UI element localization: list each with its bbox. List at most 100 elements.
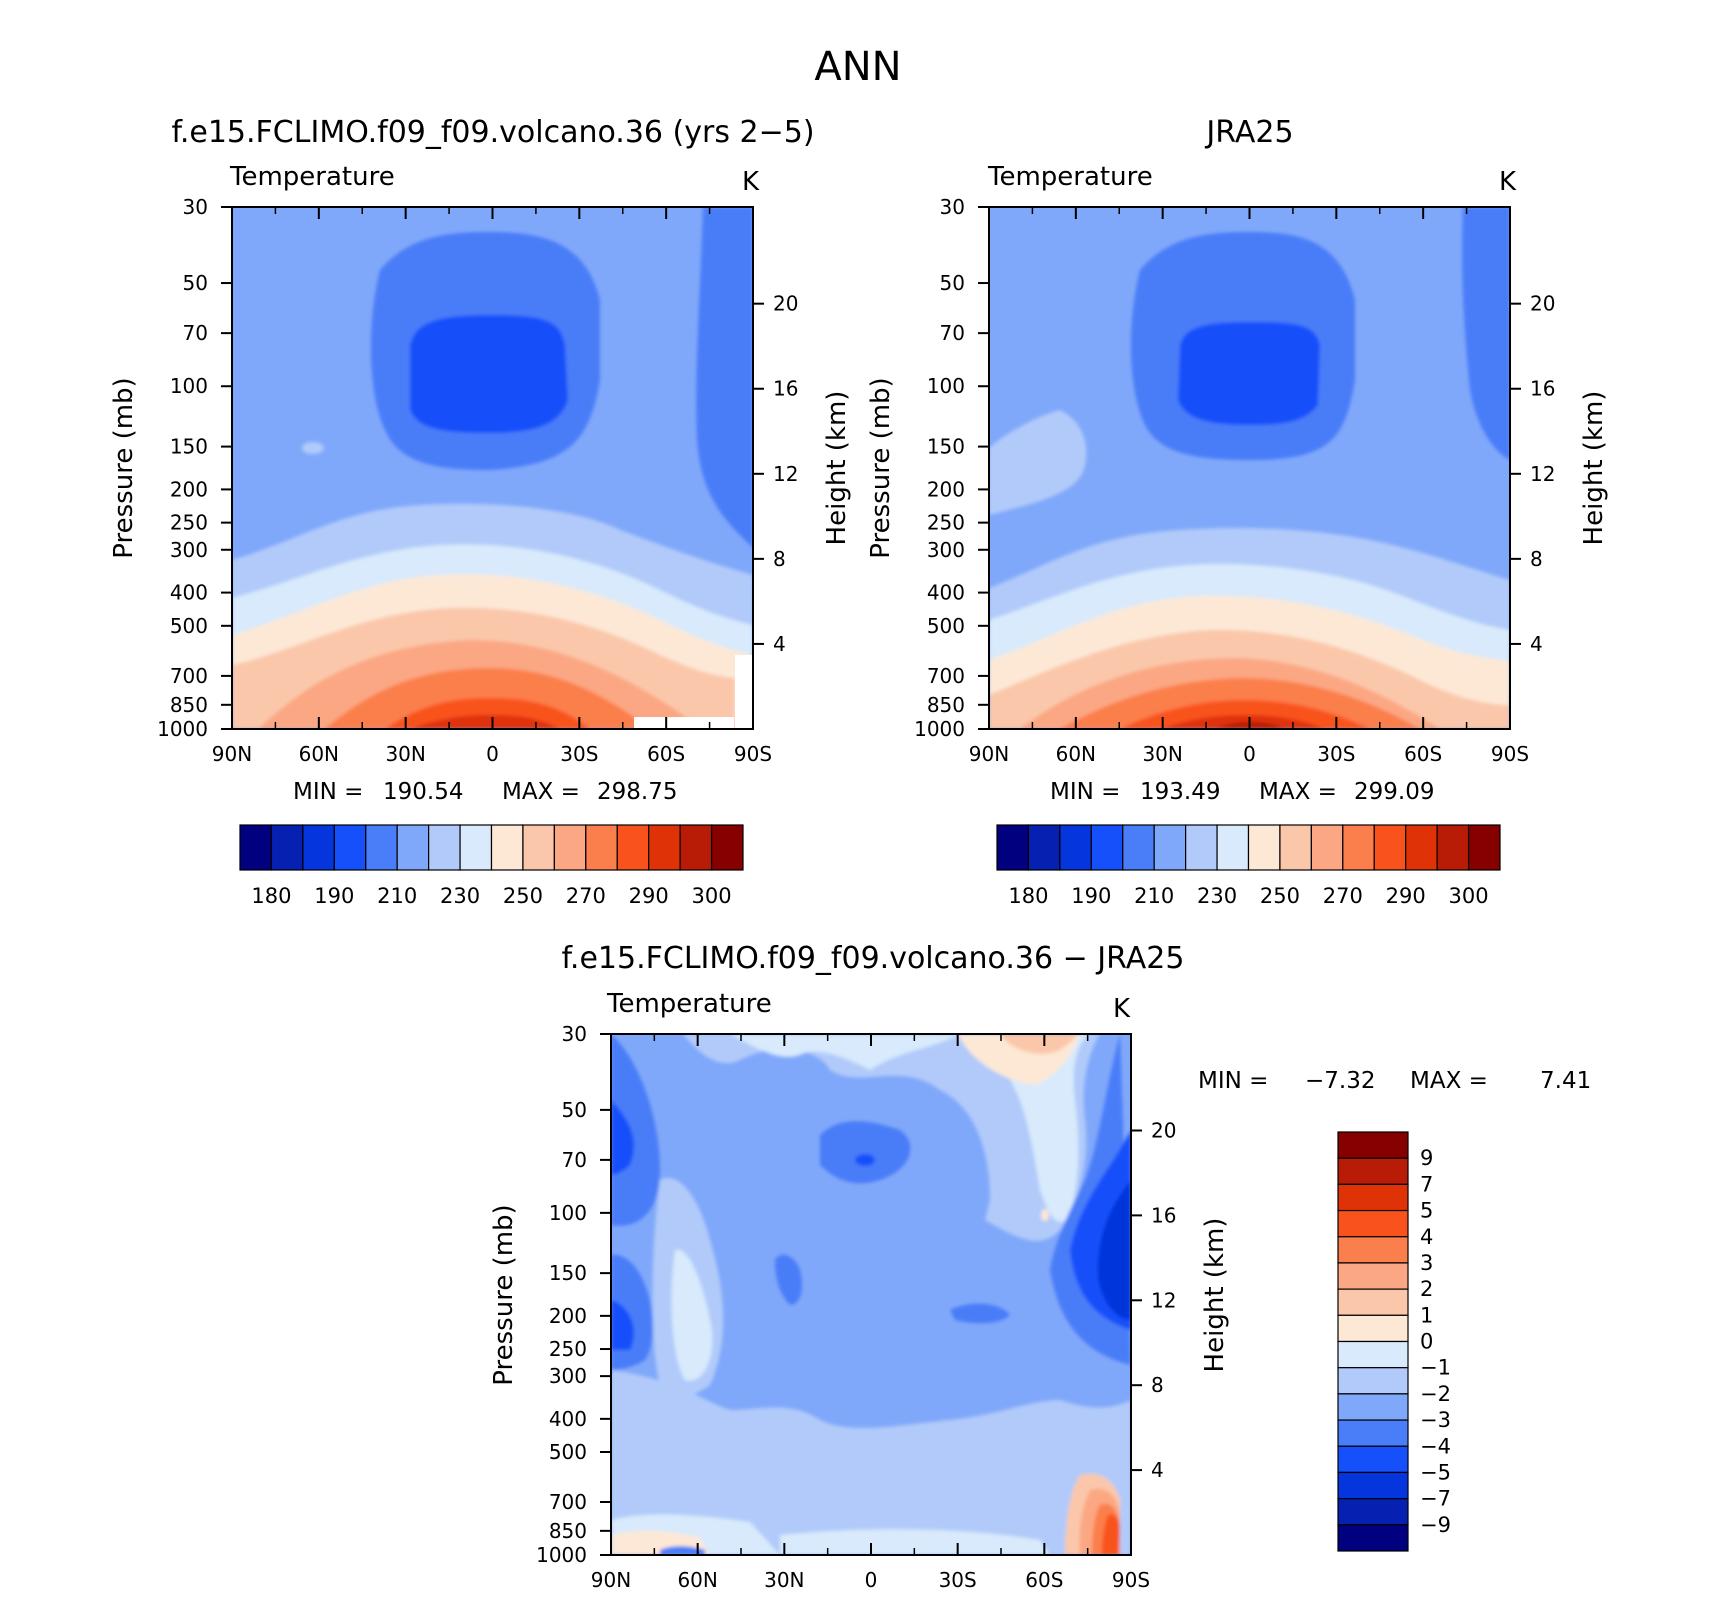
colorbar-swatch (365, 824, 398, 871)
colorbar-swatch (616, 824, 650, 871)
x-tick-label: 30N (764, 1568, 804, 1592)
max-label: MAX = (1410, 1068, 1488, 1094)
units-label: K (1113, 994, 1131, 1024)
y-axis-label: Pressure (mb) (866, 377, 896, 558)
colorbar-swatch (459, 824, 493, 871)
x-tick-label: 60N (677, 1568, 717, 1592)
colorbar-label: 1 (1420, 1303, 1433, 1327)
colorbar-swatch (1059, 824, 1092, 871)
colorbar-label: 0 (1420, 1330, 1433, 1354)
y2-tick-label: 20 (1530, 292, 1555, 316)
colorbar-swatch (1337, 1236, 1409, 1264)
x-tick-label: 60N (299, 742, 339, 766)
y-tick-label: 30 (562, 1022, 587, 1046)
colorbar-label: 230 (440, 884, 480, 908)
colorbar-swatch (1337, 1393, 1409, 1421)
colorbar-swatch (1122, 824, 1155, 871)
axes: 90N 60N 30N 0 30S 60S 90S 30 50 70 100 150 200 250 300… (536, 1022, 1176, 1592)
colorbar-swatch (1337, 1209, 1409, 1238)
y-tick-label: 70 (562, 1148, 587, 1172)
units-label: K (742, 167, 760, 197)
max-value: 298.75 (597, 779, 677, 805)
colorbar-swatch (1310, 824, 1344, 871)
y-tick-label: 1000 (536, 1543, 587, 1567)
colorbar-label: 9 (1420, 1146, 1433, 1170)
colorbar-swatch (553, 824, 587, 871)
max-label: MAX = (502, 779, 580, 805)
colorbar-swatch (428, 824, 461, 871)
y-tick-label: 70 (940, 321, 965, 345)
axes: 90N 60N 30N 0 30S 60S 90S 30 50 70 100 150 200 250 300… (157, 195, 798, 766)
y-tick-label: 500 (170, 614, 208, 638)
y-tick-label: 500 (549, 1440, 587, 1464)
colorbar-swatch (1337, 1340, 1409, 1369)
contour-field (232, 207, 753, 729)
min-value: 193.49 (1140, 779, 1220, 805)
colorbar-label: 190 (314, 884, 354, 908)
y2-tick-label: 20 (773, 292, 798, 316)
colorbar-label: −3 (1420, 1408, 1451, 1432)
max-label: MAX = (1259, 779, 1337, 805)
colorbar-swatch (1185, 824, 1218, 871)
colorbar-swatch (1153, 824, 1187, 871)
y-tick-label: 200 (549, 1304, 587, 1328)
x-tick-label: 0 (1243, 742, 1256, 766)
colorbar-label: −9 (1420, 1513, 1451, 1537)
y-tick-label: 700 (927, 664, 965, 688)
colorbar-swatch (1467, 824, 1501, 871)
y-tick-label: 30 (183, 195, 208, 219)
colorbar-swatch (522, 824, 555, 871)
colorbar-label: 180 (1008, 884, 1048, 908)
colorbar-label: 2 (1420, 1277, 1433, 1301)
panel-title: f.e15.FCLIMO.f09_f09.volcano.36 (yrs 2−5… (171, 115, 814, 150)
colorbar-label: 5 (1420, 1199, 1433, 1223)
y-tick-label: 50 (562, 1098, 587, 1122)
colorbar-swatch (1337, 1288, 1409, 1316)
panel-model: f.e15.FCLIMO.f09_f09.volcano.36 (yrs 2−5… (109, 115, 852, 908)
colorbar-swatch (585, 824, 618, 871)
colorbar-swatch (1090, 824, 1124, 871)
colorbar-label: 230 (1197, 884, 1237, 908)
colorbar-label: 270 (1323, 884, 1363, 908)
colorbar-swatch (1337, 1262, 1409, 1290)
colorbar-label: −2 (1420, 1382, 1451, 1406)
y-tick-label: 850 (170, 693, 208, 717)
y-tick-label: 50 (183, 271, 208, 295)
y2-tick-label: 16 (773, 377, 798, 401)
contour-field (611, 1034, 1131, 1555)
colorbar-swatch (1337, 1157, 1409, 1185)
colorbar-swatch (1279, 824, 1312, 871)
panel-subtitle: Temperature (606, 989, 772, 1019)
colorbar-label: 210 (377, 884, 417, 908)
panel-title: JRA25 (1204, 115, 1293, 150)
colorbar-swatch (302, 824, 335, 871)
x-tick-label: 30S (560, 742, 598, 766)
y2-tick-label: 12 (1530, 462, 1555, 486)
y2-tick-label: 8 (773, 547, 786, 571)
colorbar-label: −5 (1420, 1460, 1451, 1484)
colorbar-swatch (1337, 1131, 1409, 1159)
contour-field (989, 207, 1510, 729)
max-value: 299.09 (1354, 779, 1434, 805)
y2-tick-label: 20 (1151, 1118, 1176, 1142)
min-value: 190.54 (383, 779, 463, 805)
y-tick-label: 850 (549, 1519, 587, 1543)
y-tick-label: 200 (170, 477, 208, 501)
x-tick-label: 30S (1317, 742, 1355, 766)
panel-subtitle: Temperature (987, 162, 1153, 192)
colorbar-swatch (1405, 824, 1438, 871)
x-tick-label: 30N (385, 742, 425, 766)
y2-tick-label: 4 (1530, 632, 1543, 656)
y-tick-label: 250 (170, 511, 208, 535)
panel-difference: f.e15.FCLIMO.f09_f09.volcano.36 − JRA25 … (489, 941, 1591, 1592)
y-tick-label: 1000 (914, 717, 965, 741)
y-tick-label: 150 (549, 1261, 587, 1285)
colorbar-swatch (1337, 1314, 1409, 1343)
y-tick-label: 150 (927, 435, 965, 459)
x-tick-label: 90N (591, 1568, 631, 1592)
colorbar-label: 7 (1420, 1172, 1433, 1196)
y-tick-label: 400 (927, 581, 965, 605)
y-tick-label: 400 (170, 581, 208, 605)
y2-tick-label: 8 (1151, 1373, 1164, 1397)
y2-tick-label: 4 (1151, 1458, 1164, 1482)
